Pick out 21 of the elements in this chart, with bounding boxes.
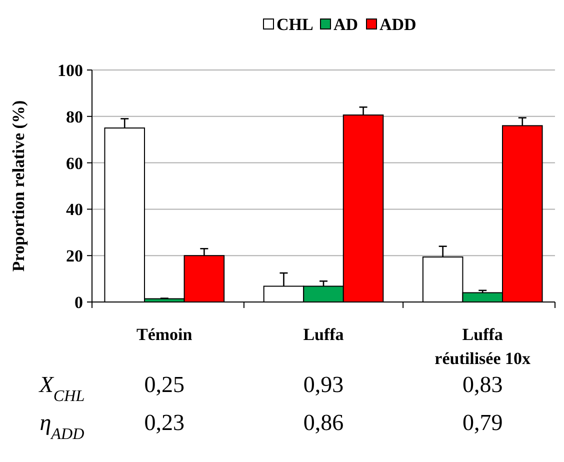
legend-label: AD (334, 15, 358, 34)
text: 0,93 (303, 372, 344, 397)
y-tick-label: 60 (66, 154, 83, 173)
legend-label: CHL (276, 15, 314, 34)
x-tick-label: Luffa (303, 325, 344, 344)
x-tick-label: Luffa réutilisée 10x (434, 325, 532, 368)
y-tick-label: 20 (66, 246, 83, 266)
text: 0,23 (144, 410, 185, 435)
legend-label: ADD (380, 15, 416, 34)
x-tick-label: Témoin (136, 325, 193, 344)
y-axis-title: Proportion relative (%) (9, 100, 28, 272)
text: X$_{CHL}$ (38, 372, 85, 404)
text: 0,25 (144, 372, 185, 397)
y-tick-label: 100 (58, 60, 83, 80)
text: 0,79 (462, 410, 503, 435)
y-tick-label: 0 (74, 292, 83, 312)
text: 0,86 (303, 410, 344, 435)
y-tick-label: 80 (66, 107, 83, 126)
text: 0,83 (462, 372, 503, 397)
y-tick-label: 40 (66, 200, 83, 220)
text: η$_{ADD}$ (40, 410, 85, 442)
